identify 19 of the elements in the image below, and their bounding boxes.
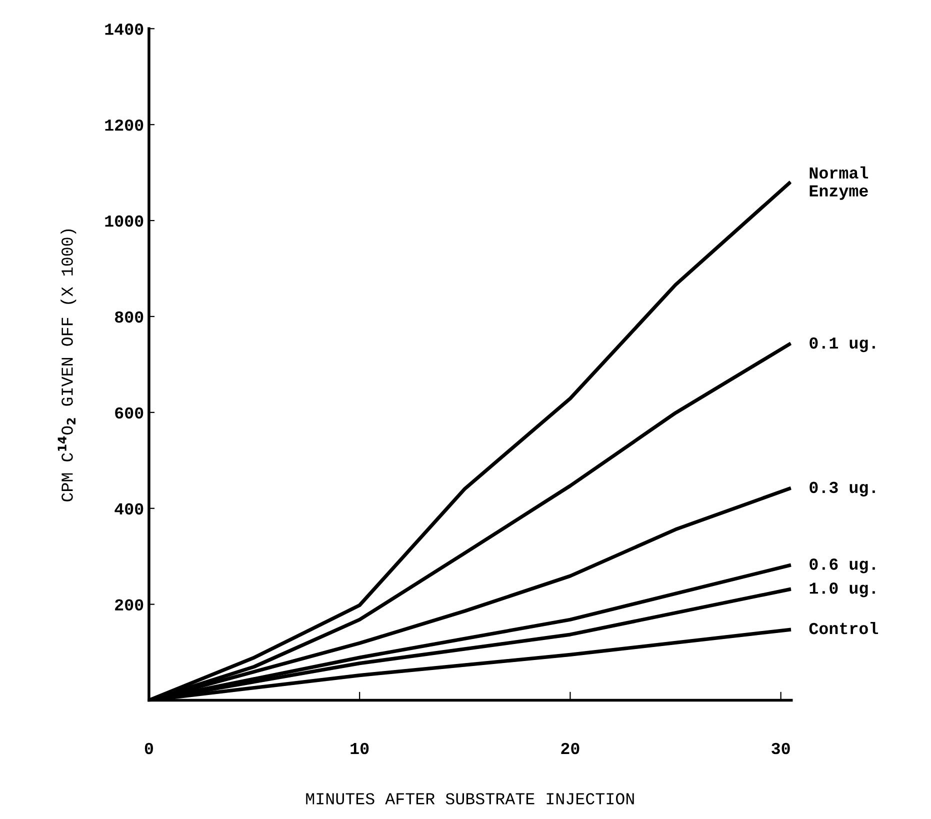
y-axis-title: CPM C$^{14}$O$_{2}$ GIVEN OFF (X 1000) [58,229,76,502]
series-label: 0.6 ug. [810,558,875,574]
x-axis-title: MINUTES AFTER SUBSTRATE INJECTION [306,793,634,804]
y-tick-label: 200 [115,599,144,611]
y-tick-label: 1200 [105,119,144,131]
series-label: 0.3 ug. [810,482,875,496]
series-label: Normal Enzyme [810,166,868,200]
x-tick-label: 20 [561,742,580,754]
y-tick-label: 1000 [105,215,144,227]
series-label: 0.1 ug. [810,337,875,352]
x-tick-label: 0 [144,742,153,754]
series-label: 1.0 ug. [810,582,875,598]
y-tick-label: 1400 [105,24,144,35]
x-tick-label: 30 [772,742,790,754]
x-tick-label: 10 [350,742,369,754]
y-tick-label: 600 [115,407,144,419]
y-tick-label: 400 [114,503,144,515]
series-label: Control [809,622,878,634]
y-tick-label: 800 [114,311,144,323]
